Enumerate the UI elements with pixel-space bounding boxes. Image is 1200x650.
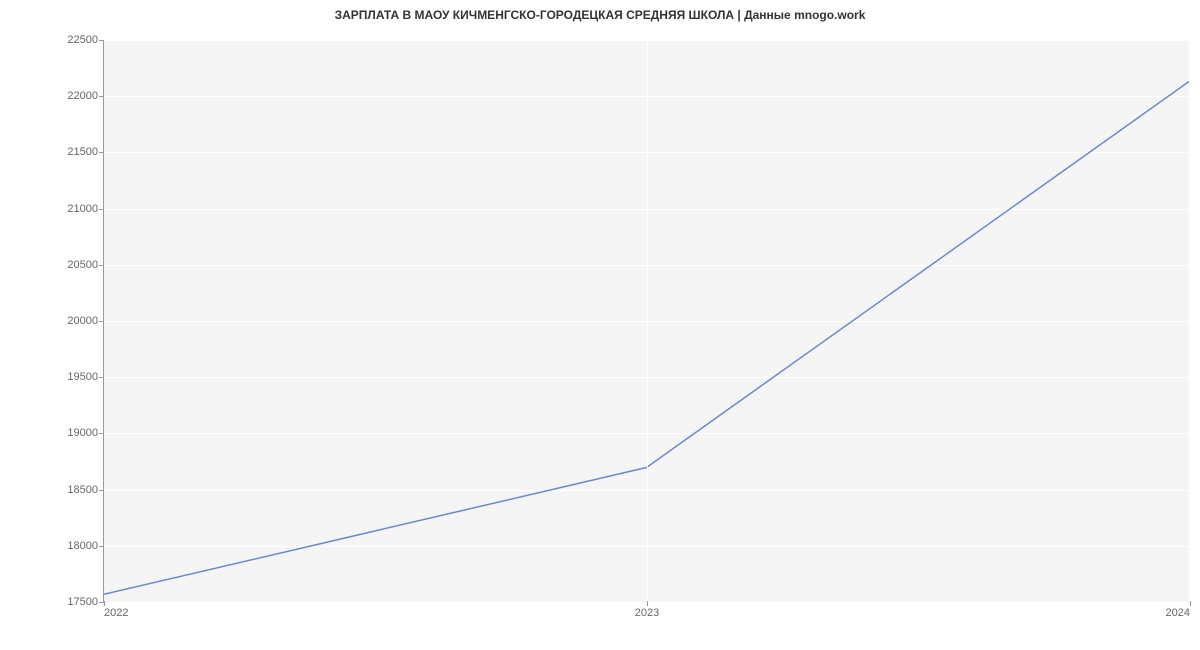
y-tick-mark: [99, 96, 104, 97]
y-tick-label: 20000: [67, 315, 98, 327]
x-tick-label: 2022: [104, 607, 128, 619]
grid-vline: [1190, 40, 1191, 601]
y-tick-label: 19000: [67, 427, 98, 439]
y-tick-mark: [99, 209, 104, 210]
y-tick-label: 20500: [67, 259, 98, 271]
x-tick-label: 2023: [635, 607, 659, 619]
y-tick-mark: [99, 152, 104, 153]
y-tick-label: 18000: [67, 540, 98, 552]
chart-title: ЗАРПЛАТА В МАОУ КИЧМЕНГСКО-ГОРОДЕЦКАЯ СР…: [0, 8, 1200, 22]
y-tick-label: 19500: [67, 371, 98, 383]
y-tick-mark: [99, 546, 104, 547]
y-tick-label: 22000: [67, 90, 98, 102]
x-tick-mark: [647, 601, 648, 606]
x-tick-mark: [1190, 601, 1191, 606]
y-tick-mark: [99, 433, 104, 434]
y-tick-label: 21500: [67, 146, 98, 158]
grid-vline: [647, 40, 648, 601]
y-tick-mark: [99, 377, 104, 378]
salary-line-chart: ЗАРПЛАТА В МАОУ КИЧМЕНГСКО-ГОРОДЕЦКАЯ СР…: [0, 0, 1200, 650]
y-tick-label: 21000: [67, 203, 98, 215]
x-tick-label: 2024: [1166, 607, 1190, 619]
plot-area: 1750018000185001900019500200002050021000…: [103, 40, 1189, 602]
y-tick-mark: [99, 265, 104, 266]
y-tick-label: 17500: [67, 596, 98, 608]
y-tick-label: 22500: [67, 34, 98, 46]
y-tick-mark: [99, 321, 104, 322]
x-tick-mark: [104, 601, 105, 606]
y-tick-mark: [99, 40, 104, 41]
y-tick-mark: [99, 490, 104, 491]
y-tick-label: 18500: [67, 484, 98, 496]
